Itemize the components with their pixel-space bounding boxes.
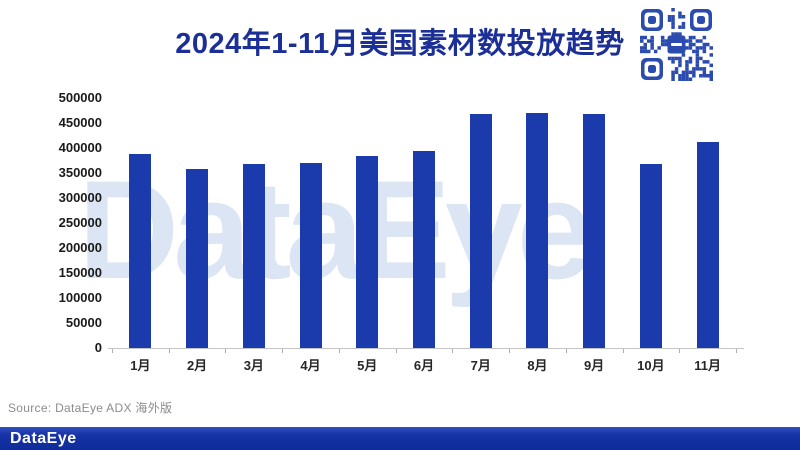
axis-tick-mark <box>112 349 113 353</box>
axis-tick-mark <box>282 349 284 353</box>
bar-7月 <box>469 113 492 348</box>
y-tick-label: 450000 <box>58 115 102 130</box>
x-tick-label: 6月 <box>413 358 435 373</box>
dataeye-logo: DataEye <box>10 430 77 447</box>
y-tick-label: 500000 <box>58 90 102 105</box>
bar-8月 <box>526 113 549 348</box>
x-axis-line <box>108 348 744 349</box>
axis-tick-mark <box>452 349 454 353</box>
bar-10月 <box>639 164 662 348</box>
y-tick-label: 150000 <box>58 265 102 280</box>
footer-brand-bar: DataEye <box>0 427 800 450</box>
y-tick-label: 0 <box>94 340 102 355</box>
axis-tick-mark <box>225 349 227 353</box>
x-tick-label: 4月 <box>300 358 321 373</box>
y-tick-label: 250000 <box>58 215 102 230</box>
axis-tick-mark <box>565 349 567 353</box>
axis-tick-mark <box>679 349 681 353</box>
bar-5月 <box>356 156 379 348</box>
source-caption: Source: DataEye ADX 海外版 <box>8 401 173 415</box>
y-tick-label: 200000 <box>58 240 102 255</box>
dataeye-watermark: DataEye <box>78 151 595 308</box>
axis-tick-mark <box>395 349 397 353</box>
bar-2月 <box>186 168 209 348</box>
y-tick-label: 400000 <box>58 140 102 155</box>
y-tick-label: 50000 <box>65 315 102 330</box>
bar-4月 <box>299 163 322 348</box>
x-tick-label: 5月 <box>357 358 378 373</box>
axis-tick-mark <box>622 349 624 353</box>
qr-code <box>640 8 713 81</box>
bar-3月 <box>242 164 265 348</box>
axis-tick-mark <box>338 349 340 353</box>
bar-6月 <box>413 151 435 348</box>
bar-1月 <box>129 154 152 348</box>
x-tick-label: 11月 <box>694 358 721 373</box>
bar-chart-plot-area <box>112 98 736 348</box>
y-tick-label: 100000 <box>58 290 102 305</box>
y-tick-label: 300000 <box>58 190 102 205</box>
bar-9月 <box>583 113 606 348</box>
x-tick-label: 7月 <box>470 358 491 373</box>
axis-tick-mark <box>168 349 170 353</box>
x-tick-label: 3月 <box>243 358 264 373</box>
bar-11月 <box>696 142 719 348</box>
axis-tick-mark <box>509 349 511 353</box>
x-tick-label: 8月 <box>527 358 548 373</box>
x-tick-label: 9月 <box>584 358 605 373</box>
x-tick-label: 1月 <box>130 358 151 373</box>
x-tick-label: 10月 <box>637 358 665 373</box>
y-tick-label: 350000 <box>58 165 102 180</box>
x-tick-label: 2月 <box>186 358 208 373</box>
axis-tick-mark <box>736 349 737 353</box>
chart-title: 2024年1-11月美国素材数投放趋势 <box>175 28 625 60</box>
